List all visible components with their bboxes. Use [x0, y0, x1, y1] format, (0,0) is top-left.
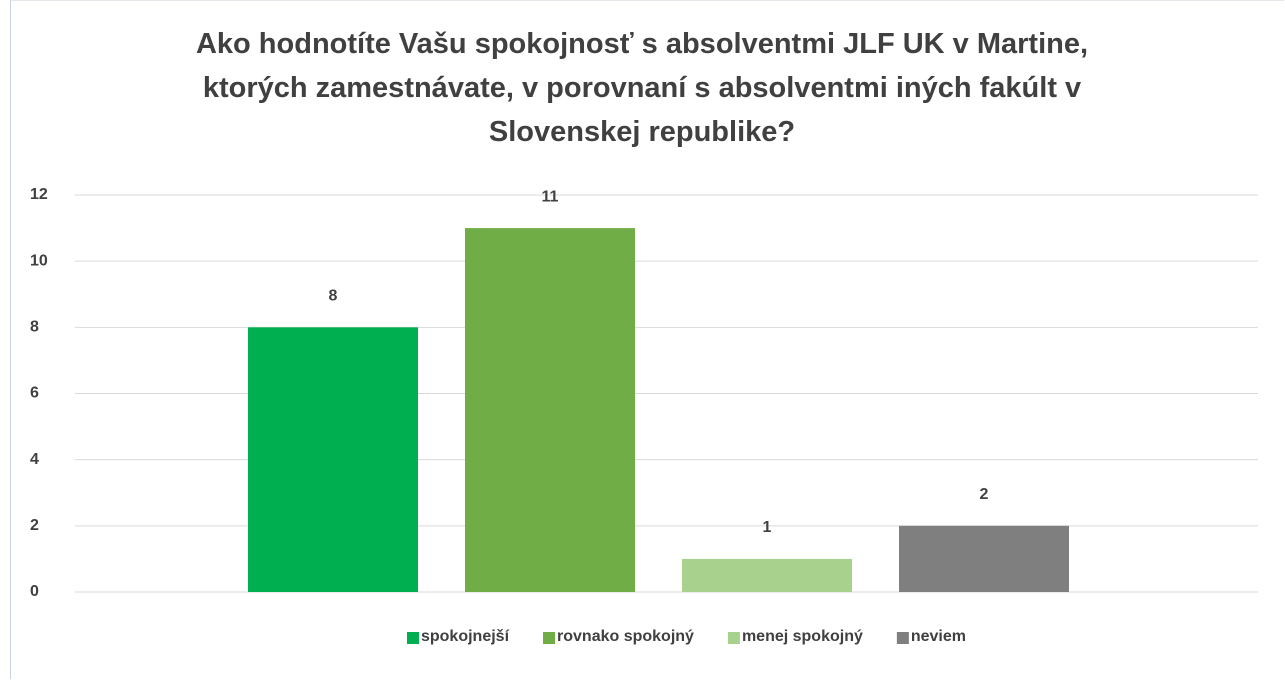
y-tick-label: 10	[30, 252, 48, 269]
data-label: 8	[329, 288, 338, 305]
y-tick-label: 8	[30, 319, 39, 336]
y-tick-label: 12	[30, 186, 48, 203]
bar	[899, 525, 1069, 592]
bar	[248, 327, 418, 592]
legend-marker	[406, 632, 419, 644]
legend-label: neviem	[911, 628, 966, 645]
data-label: 11	[542, 188, 559, 205]
legend-label: rovnako spokojný	[557, 628, 694, 645]
bar	[682, 558, 852, 592]
y-tick-label: 6	[30, 385, 39, 402]
chart-frame	[10, 0, 1284, 679]
data-label: 1	[763, 519, 772, 536]
bar	[465, 228, 635, 593]
legend-label: spokojnejší	[421, 628, 510, 645]
y-tick-label: 4	[30, 451, 39, 468]
y-tick-label: 0	[30, 583, 39, 600]
legend-marker	[896, 632, 909, 644]
data-label: 2	[980, 486, 989, 503]
legend-marker	[727, 632, 740, 644]
legend-label: menej spokojný	[742, 628, 863, 645]
chart-title: Ako hodnotíte Vašu spokojnosť s absolven…	[195, 28, 1089, 148]
y-tick-label: 2	[30, 517, 39, 534]
legend-marker	[543, 632, 556, 644]
